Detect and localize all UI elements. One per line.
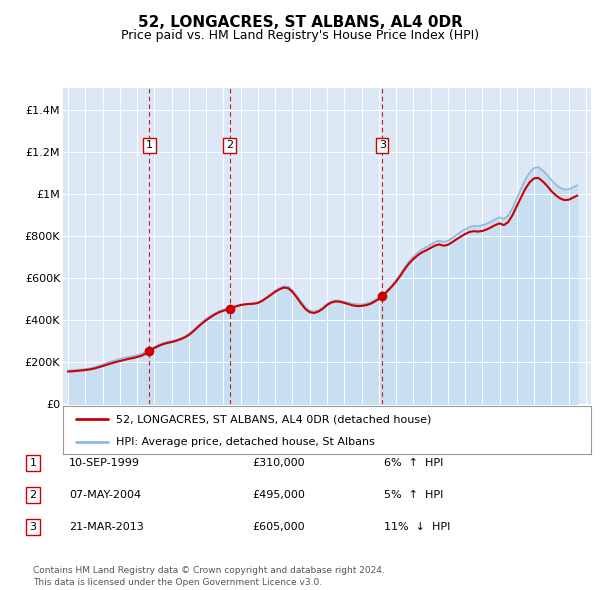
Text: 1: 1 [29, 458, 37, 468]
Text: Contains HM Land Registry data © Crown copyright and database right 2024.: Contains HM Land Registry data © Crown c… [33, 566, 385, 575]
Text: 6%  ↑  HPI: 6% ↑ HPI [384, 458, 443, 468]
Text: HPI: Average price, detached house, St Albans: HPI: Average price, detached house, St A… [116, 437, 374, 447]
Text: £310,000: £310,000 [252, 458, 305, 468]
Text: £605,000: £605,000 [252, 522, 305, 532]
Text: This data is licensed under the Open Government Licence v3.0.: This data is licensed under the Open Gov… [33, 578, 322, 587]
Text: 21-MAR-2013: 21-MAR-2013 [69, 522, 144, 532]
Text: 10-SEP-1999: 10-SEP-1999 [69, 458, 140, 468]
Text: 2: 2 [226, 140, 233, 150]
Text: 2: 2 [29, 490, 37, 500]
Text: Price paid vs. HM Land Registry's House Price Index (HPI): Price paid vs. HM Land Registry's House … [121, 30, 479, 42]
Text: 11%  ↓  HPI: 11% ↓ HPI [384, 522, 451, 532]
Text: £495,000: £495,000 [252, 490, 305, 500]
Text: 1: 1 [146, 140, 153, 150]
Text: 3: 3 [379, 140, 386, 150]
Text: 52, LONGACRES, ST ALBANS, AL4 0DR: 52, LONGACRES, ST ALBANS, AL4 0DR [137, 15, 463, 30]
Text: 07-MAY-2004: 07-MAY-2004 [69, 490, 141, 500]
Text: 3: 3 [29, 522, 37, 532]
Text: 52, LONGACRES, ST ALBANS, AL4 0DR (detached house): 52, LONGACRES, ST ALBANS, AL4 0DR (detac… [116, 414, 431, 424]
Text: 5%  ↑  HPI: 5% ↑ HPI [384, 490, 443, 500]
